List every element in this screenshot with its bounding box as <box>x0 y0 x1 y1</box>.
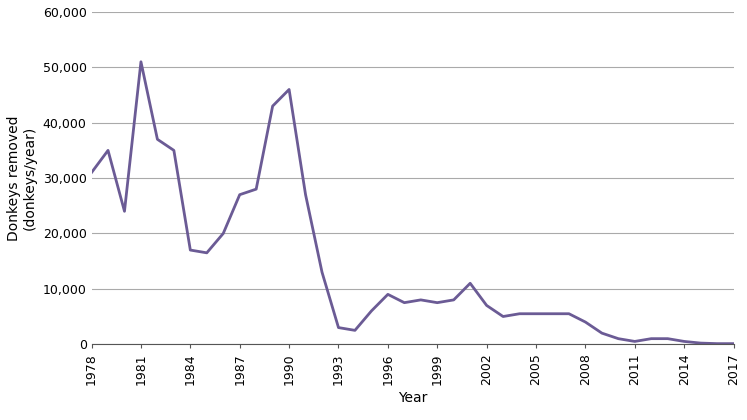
Y-axis label: Donkeys removed
(donkeys/year): Donkeys removed (donkeys/year) <box>7 116 37 241</box>
X-axis label: Year: Year <box>398 391 427 404</box>
